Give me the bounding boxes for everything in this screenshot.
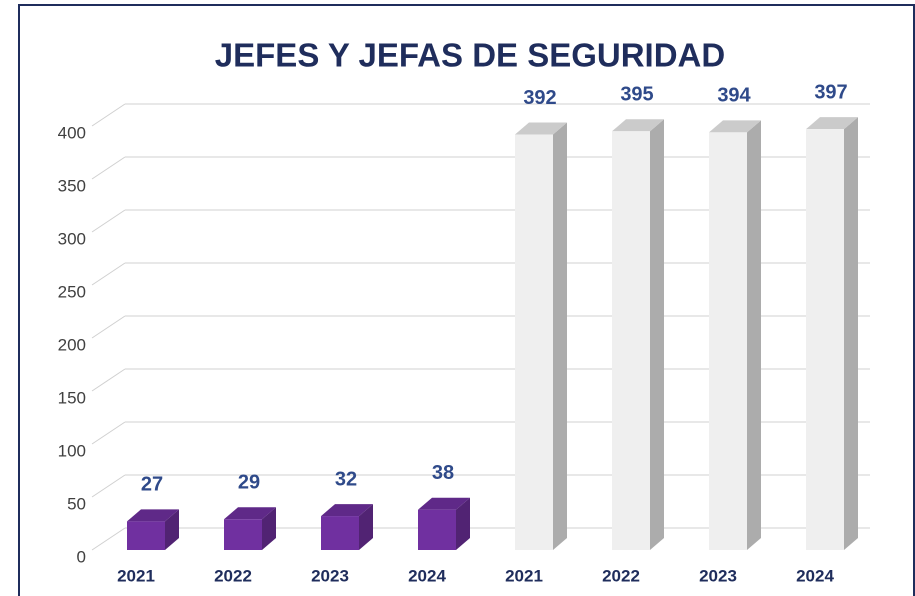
bar-top [709,120,761,133]
grid-line-depth [91,527,126,551]
x-tick-label: 2024 [408,566,446,585]
bar-side [359,504,373,550]
value-label: 394 [717,85,751,107]
value-label: 29 [238,472,260,494]
y-tick-label: 50 [67,494,86,513]
x-tick-label: 2023 [699,566,737,585]
bar-side [553,122,567,550]
value-label: 32 [335,468,357,490]
value-label: 397 [814,81,847,103]
grid-line-depth [91,368,126,392]
bar [709,132,747,551]
x-tick-label: 2021 [505,566,543,585]
bar [418,509,456,550]
value-label: 395 [620,84,653,106]
grid-line-depth [91,474,126,498]
bar [321,516,359,550]
x-tick-label: 2022 [214,566,252,585]
y-tick-label: 100 [58,441,86,460]
y-tick-label: 300 [58,229,86,248]
x-tick-label: 2024 [796,566,834,585]
bar-top [127,509,179,522]
y-tick-label: 250 [58,282,86,301]
grid-line-depth [91,421,126,445]
bar-top [515,122,567,135]
grid-line-depth [91,209,126,233]
bar-top [612,119,664,132]
value-label: 392 [523,87,556,109]
y-tick-label: 200 [58,335,86,354]
bar-side [165,509,179,550]
bar [515,134,553,551]
bar-top [418,497,470,510]
value-label: 27 [141,474,163,496]
bar-side [456,497,470,550]
grid-line-depth [91,262,126,286]
bar [224,519,262,550]
x-tick-label: 2022 [602,566,640,585]
bar-top [321,504,373,517]
bar [806,129,844,550]
value-label: 38 [432,462,454,484]
bar-side [262,507,276,550]
y-tick-label: 350 [58,176,86,195]
grid-line-depth [91,315,126,339]
bar-side [747,120,761,551]
bar [612,131,650,551]
x-tick-label: 2023 [311,566,349,585]
y-tick-label: 400 [58,123,86,142]
y-tick-label: 150 [58,388,86,407]
bar-side [844,117,858,551]
grid-line-depth [91,103,126,127]
bar-top [224,507,276,520]
y-tick-label: 0 [77,547,86,566]
bar-side [650,119,664,551]
grid-line-depth [91,156,126,180]
x-tick-label: 2021 [117,566,155,585]
chart-title: JEFES Y JEFAS DE SEGURIDAD [215,37,725,74]
bar [127,521,165,550]
bar-top [806,117,858,130]
